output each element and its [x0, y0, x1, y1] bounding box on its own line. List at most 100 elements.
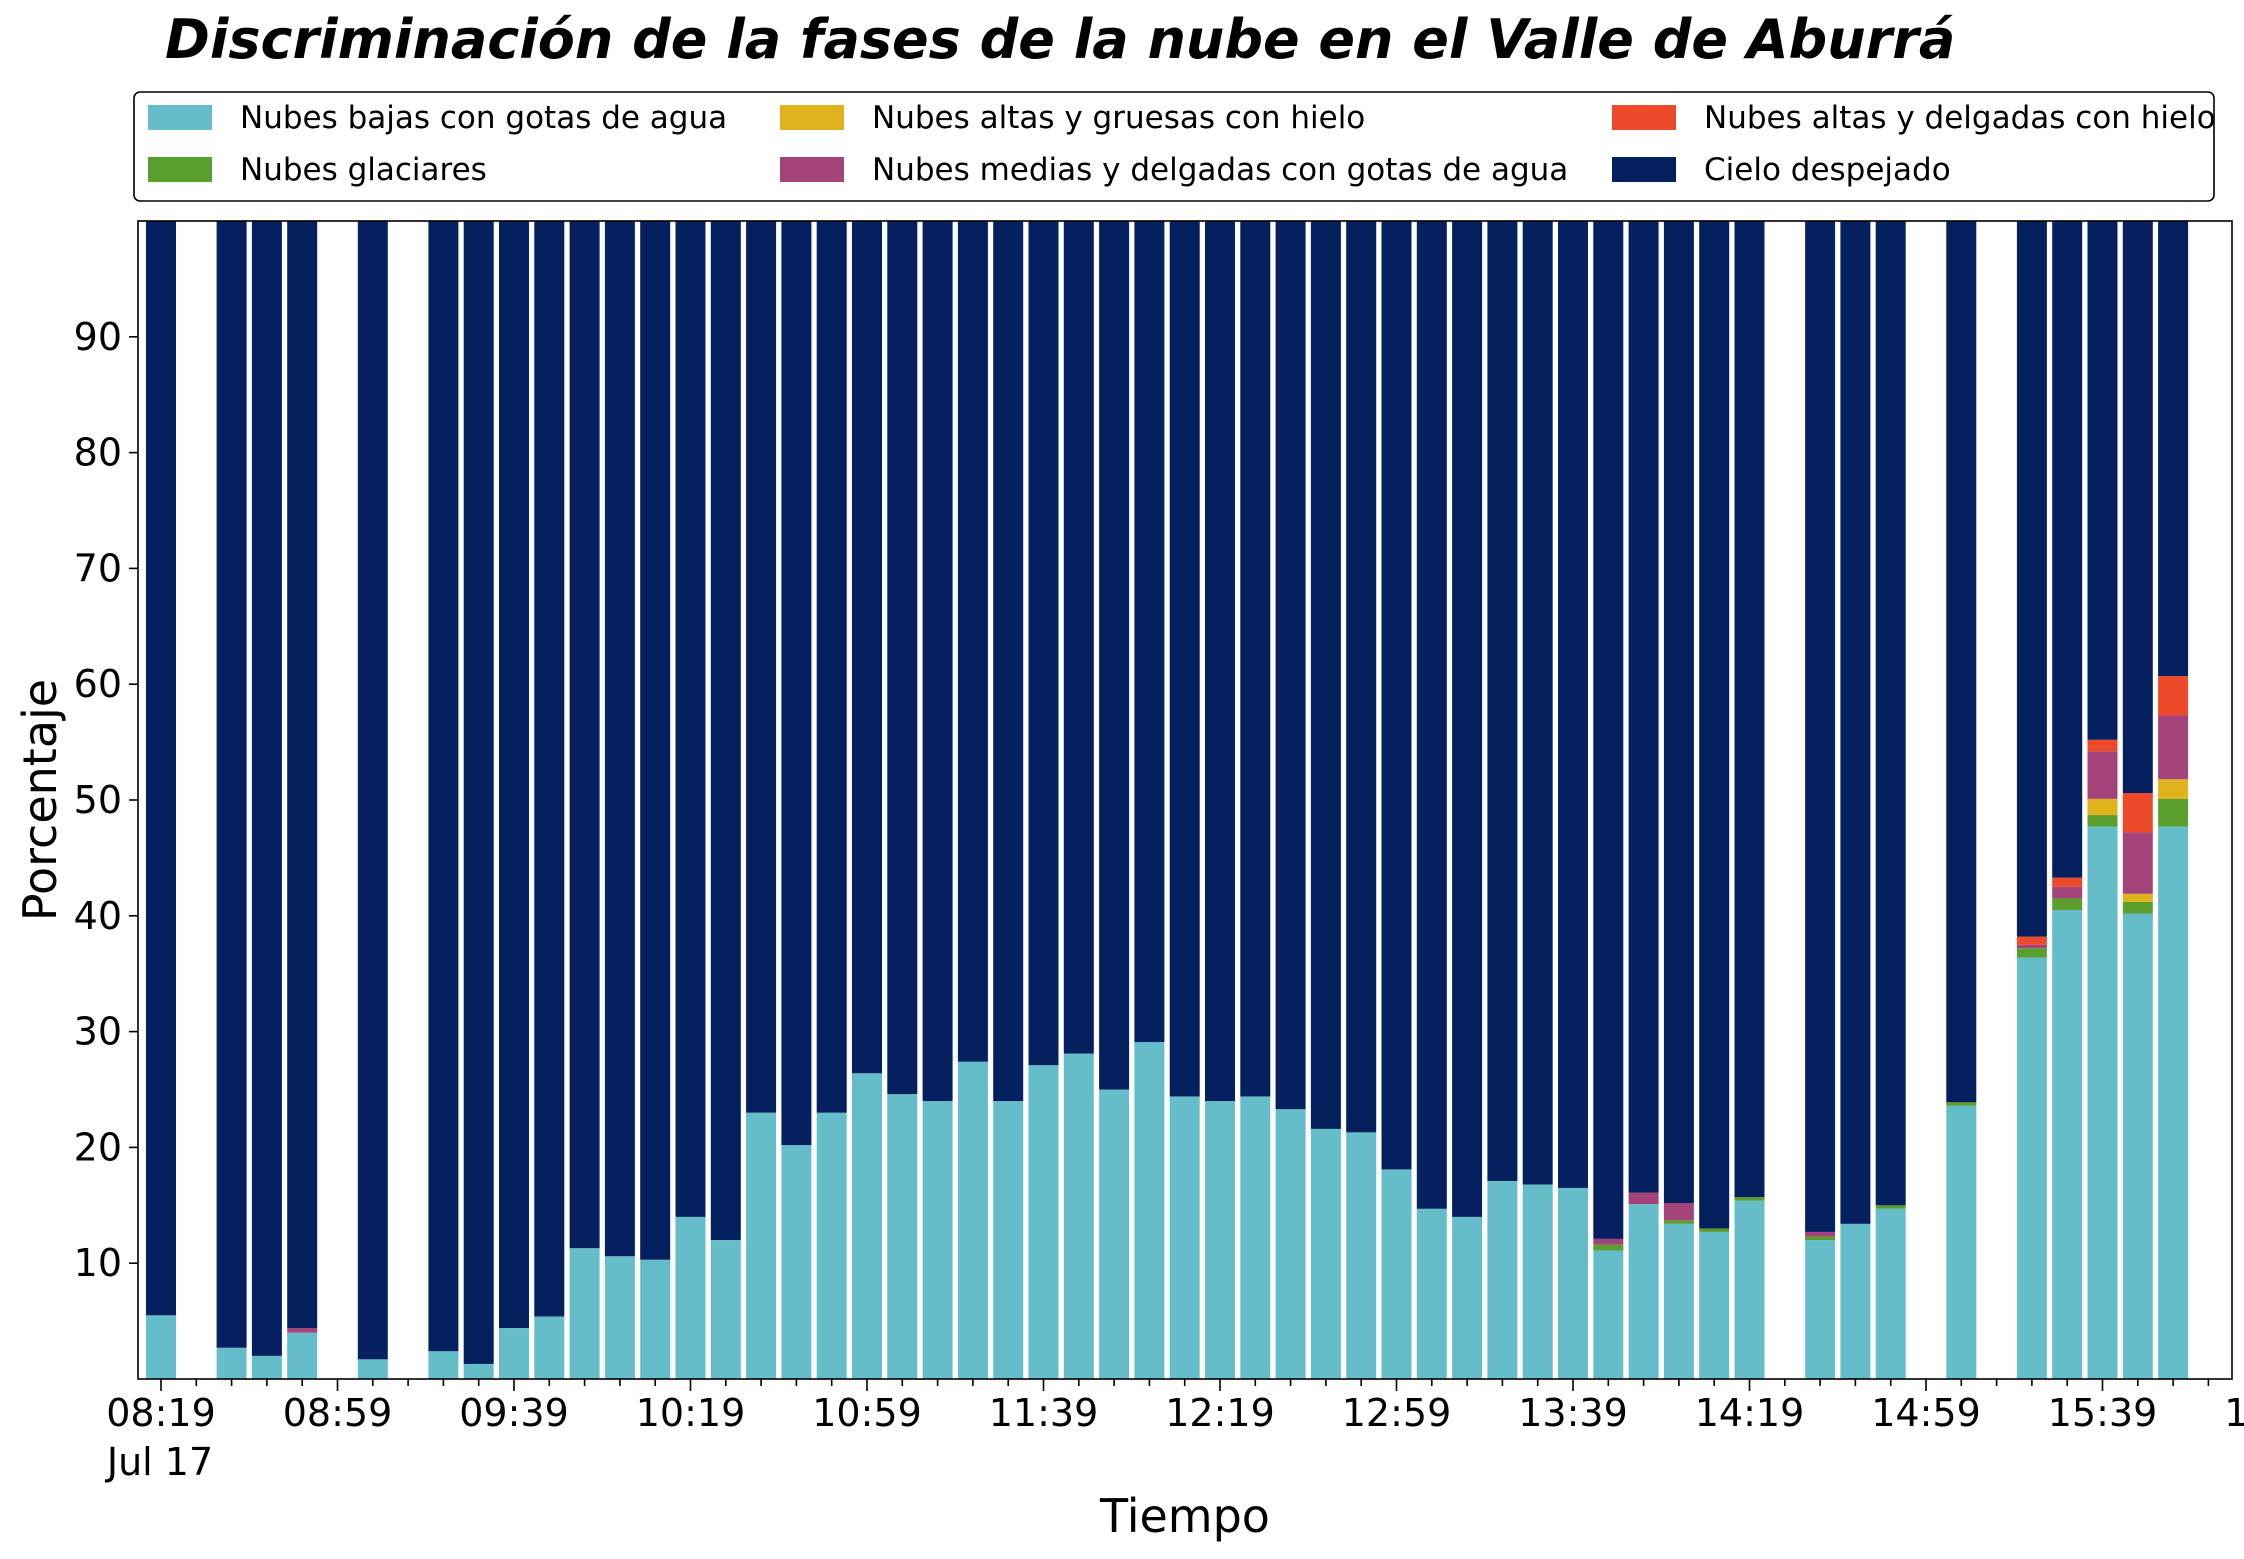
- bar-segment-6-25: [993, 221, 1024, 1102]
- bar-segment-6-39: [1487, 221, 1518, 1181]
- bar-segment-6-17: [710, 221, 741, 1241]
- bar-segment-1-32: [1240, 1096, 1271, 1379]
- bar-segment-1-48: [1805, 1240, 1836, 1379]
- bar-segment-2-57: [2122, 901, 2153, 914]
- bar-segment-4-55: [2052, 886, 2083, 899]
- bar-segment-1-23: [922, 1101, 953, 1379]
- bar-segment-4-54: [2016, 944, 2047, 949]
- bar-segment-1-4: [251, 1355, 282, 1379]
- bar-segment-2-45: [1699, 1228, 1730, 1232]
- bar-segment-5-55: [2052, 877, 2083, 887]
- bar-segment-6-3: [216, 221, 247, 1348]
- bar-segment-6-13: [569, 221, 600, 1249]
- bar-segment-6-32: [1240, 221, 1271, 1097]
- bar-segment-5-54: [2016, 936, 2047, 945]
- bar-segment-6-18: [746, 221, 777, 1113]
- y-tick-label-60: 60: [74, 662, 122, 706]
- legend-swatch-2: [148, 157, 212, 182]
- legend-label-6: Cielo despejado: [1704, 152, 1951, 188]
- bar-segment-1-39: [1487, 1180, 1518, 1379]
- bar-segment-1-20: [816, 1112, 847, 1379]
- bar-segment-1-1: [146, 1315, 176, 1379]
- bar-segment-1-27: [1063, 1053, 1094, 1379]
- y-tick-label-40: 40: [74, 894, 122, 938]
- bar-segment-6-44: [1663, 221, 1694, 1203]
- bar-segment-1-10: [463, 1363, 494, 1379]
- bar-segment-6-31: [1205, 221, 1235, 1102]
- bar-segment-6-57: [2122, 221, 2153, 794]
- bar-segment-1-38: [1452, 1216, 1483, 1379]
- bar-segment-3-57: [2122, 893, 2153, 902]
- bar-segment-6-33: [1275, 221, 1306, 1110]
- bar-segment-4-44: [1663, 1202, 1694, 1221]
- bar-segment-6-30: [1169, 221, 1200, 1097]
- x-tick-label-1339: 13:39: [1518, 1391, 1628, 1435]
- bar-segment-1-31: [1205, 1101, 1235, 1379]
- bar-segment-1-3: [216, 1347, 247, 1379]
- bar-segment-4-48: [1805, 1231, 1836, 1237]
- x-tick-label-1059: 10:59: [812, 1391, 922, 1435]
- legend: Nubes bajas con gotas de agua Nubes glaci…: [133, 91, 2216, 202]
- bar-segment-1-50: [1875, 1208, 1906, 1379]
- bar-segment-5-58: [2158, 676, 2189, 716]
- bar-segment-1-14: [604, 1256, 635, 1379]
- x-date-label: Jul 17: [105, 1440, 213, 1484]
- bar-segment-6-48: [1805, 221, 1836, 1232]
- bar-segment-6-34: [1310, 221, 1341, 1129]
- bar-segment-6-52: [1946, 221, 1977, 1103]
- bar-segment-1-40: [1522, 1184, 1553, 1379]
- bar-segment-2-58: [2158, 798, 2189, 827]
- legend-swatch-5: [1612, 105, 1676, 130]
- bar-segment-6-46: [1734, 221, 1765, 1198]
- legend-swatch-4: [780, 157, 844, 182]
- bar-segment-1-18: [746, 1112, 777, 1379]
- bar-segment-1-58: [2158, 826, 2189, 1379]
- bar-segment-5-56: [2087, 739, 2118, 752]
- bar-segment-1-17: [710, 1240, 741, 1379]
- y-tick-label-80: 80: [74, 431, 122, 475]
- bar-segment-6-40: [1522, 221, 1553, 1185]
- bar-segment-1-57: [2122, 913, 2153, 1379]
- bar-segment-1-25: [993, 1101, 1024, 1379]
- bar-segment-1-35: [1346, 1132, 1377, 1379]
- bar-segment-1-21: [852, 1073, 882, 1379]
- bar-segment-1-36: [1381, 1169, 1412, 1379]
- bar-segment-1-12: [534, 1316, 565, 1379]
- x-tick-label-1219: 12:19: [1165, 1391, 1275, 1435]
- bar-segment-6-19: [781, 221, 812, 1146]
- bar-segment-1-9: [428, 1351, 459, 1379]
- y-tick-label-30: 30: [74, 1010, 122, 1054]
- x-tick-label-0939: 09:39: [459, 1391, 569, 1435]
- bar-segment-4-57: [2122, 832, 2153, 894]
- bar-segment-1-56: [2087, 826, 2118, 1379]
- y-tick-label-90: 90: [74, 315, 122, 359]
- legend-swatch-6: [1612, 157, 1676, 182]
- y-tick-label-10: 10: [74, 1241, 122, 1285]
- bar-segment-3-58: [2158, 779, 2189, 799]
- bar-segment-1-13: [569, 1248, 600, 1379]
- bar-segment-2-55: [2052, 898, 2083, 911]
- bar-segment-1-37: [1416, 1208, 1447, 1379]
- bar-segment-6-55: [2052, 221, 2083, 878]
- bar-segment-1-5: [287, 1332, 318, 1379]
- y-axis: 10 20 30 40 50 60 70 80 90: [74, 315, 138, 1285]
- bar-segment-6-42: [1593, 221, 1624, 1239]
- x-tick-label-1259: 12:59: [1342, 1391, 1452, 1435]
- bar-segment-6-1: [146, 221, 176, 1316]
- legend-swatch-1: [148, 105, 212, 130]
- bar-segment-1-7: [357, 1359, 388, 1379]
- bar-segment-6-41: [1558, 221, 1588, 1188]
- bar-segment-6-43: [1628, 221, 1659, 1193]
- bar-segment-6-58: [2158, 221, 2189, 677]
- bar-segment-4-56: [2087, 751, 2118, 799]
- x-tick-label-1619: 16:19: [2224, 1391, 2244, 1435]
- bar-segment-1-49: [1840, 1223, 1871, 1379]
- bar-segment-6-14: [604, 221, 635, 1257]
- x-axis: 08:19 08:59 09:39 10:19 10:59 11:39 12:19 12:59…: [106, 1379, 2244, 1435]
- legend-label-2: Nubes glaciares: [240, 152, 487, 188]
- x-tick-label-1419: 14:19: [1695, 1391, 1805, 1435]
- bar-segment-1-26: [1028, 1065, 1059, 1379]
- bar-segment-6-10: [463, 221, 494, 1364]
- y-tick-label-20: 20: [74, 1125, 122, 1169]
- bar-segment-6-56: [2087, 221, 2118, 740]
